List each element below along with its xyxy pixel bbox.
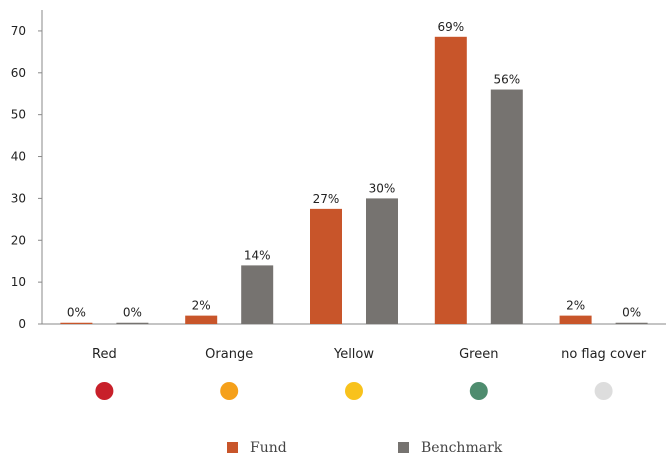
bar-benchmark-no-flag-cover xyxy=(615,322,648,324)
category-labels: Red Orange Yellow Green no flag cover xyxy=(92,347,647,362)
category-label: no flag cover xyxy=(561,347,647,362)
category-label: Orange xyxy=(205,347,253,362)
bar-benchmark-red xyxy=(116,322,149,324)
data-label: 30% xyxy=(369,181,396,195)
data-label: 69% xyxy=(437,20,464,34)
y-tick-label: 40 xyxy=(11,150,26,164)
category-label: Green xyxy=(459,347,498,362)
category-color-dot xyxy=(469,382,488,400)
category-color-dot xyxy=(594,382,613,400)
category-label: Red xyxy=(92,347,117,362)
y-tick-label: 30 xyxy=(11,191,26,205)
y-tick-label: 60 xyxy=(11,66,26,80)
legend-label-benchmark: Benchmark xyxy=(421,440,503,456)
bar-fund-no-flag-cover xyxy=(559,315,592,324)
data-label: 14% xyxy=(244,248,271,262)
bar-fund-yellow xyxy=(310,208,342,324)
data-label: 0% xyxy=(622,306,641,320)
y-tick-label: 10 xyxy=(11,275,26,289)
y-axis: 0 10 20 30 40 50 60 70 xyxy=(11,10,43,331)
y-tick-label: 20 xyxy=(11,233,26,247)
bar-fund-green xyxy=(434,36,467,324)
y-tick-label: 70 xyxy=(11,24,26,38)
category-label: Yellow xyxy=(333,347,374,362)
legend-label-fund: Fund xyxy=(250,440,287,456)
category-color-dot xyxy=(220,382,239,400)
bar-fund-orange xyxy=(185,315,218,324)
bar-benchmark-green xyxy=(490,89,523,325)
bar-fund-red xyxy=(60,322,93,324)
bar-benchmark-orange xyxy=(241,265,274,324)
y-tick-label: 0 xyxy=(18,317,26,331)
data-label: 0% xyxy=(123,306,142,320)
category-dots xyxy=(95,382,613,400)
bars xyxy=(60,36,648,325)
data-label: 2% xyxy=(566,299,585,313)
y-tick-label: 50 xyxy=(11,108,26,122)
category-color-dot xyxy=(345,382,363,400)
legend-swatch-benchmark xyxy=(398,442,409,453)
data-labels: 0% 0% 2% 14% 27% 30% 69% 56% 2% 0% xyxy=(67,20,641,320)
data-label: 56% xyxy=(493,73,520,87)
data-label: 2% xyxy=(192,299,211,313)
data-label: 27% xyxy=(313,192,340,206)
data-label: 0% xyxy=(67,306,86,320)
legend: Fund Benchmark xyxy=(227,440,503,456)
bar-benchmark-yellow xyxy=(366,198,398,324)
legend-swatch-fund xyxy=(227,442,238,453)
category-color-dot xyxy=(95,382,114,400)
